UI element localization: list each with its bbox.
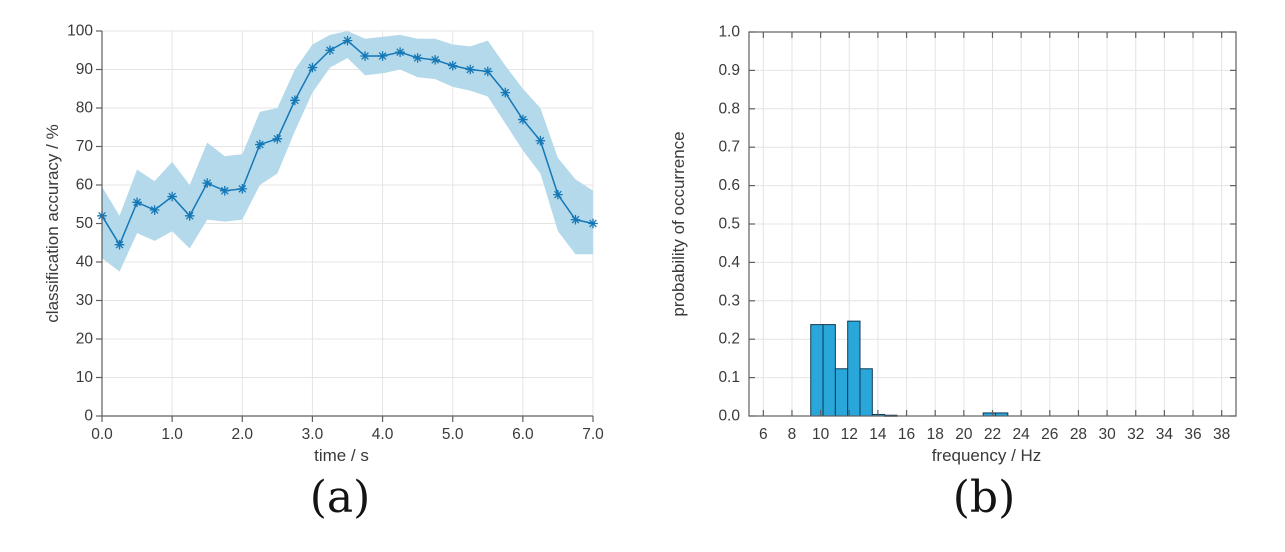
data-point-marker <box>237 184 248 194</box>
tick-label: 0.6 <box>718 177 740 194</box>
data-point-marker <box>377 51 388 61</box>
tick-label: 90 <box>76 61 94 78</box>
histogram-bar <box>834 368 849 417</box>
data-point-marker <box>272 134 283 144</box>
tick-label: 0.2 <box>718 331 740 348</box>
tick-label: 0.4 <box>718 254 740 271</box>
data-point-marker <box>114 239 125 250</box>
x-axis-label: time / s <box>314 446 369 465</box>
tick-label: 0 <box>84 408 93 425</box>
plot-b-frequency-histogram: 6 8 10 12 14 16 18 20 22 24 26 28 30 32 34 36 38 0.0 0.1 0.… <box>669 24 1237 465</box>
data-point-marker <box>167 191 177 202</box>
tick-label: 14 <box>869 426 887 443</box>
tick-label: 3.0 <box>302 426 324 443</box>
data-point-marker <box>325 45 335 56</box>
tick-label: 16 <box>898 426 915 443</box>
histogram-bar <box>810 324 824 417</box>
tick-label: 18 <box>927 426 944 443</box>
data-point-marker <box>202 178 213 188</box>
caption-b: (b) <box>952 472 1016 523</box>
tick-label: 6 <box>759 426 768 443</box>
tick-label: 10 <box>76 369 94 386</box>
tick-label: 0.5 <box>718 216 740 233</box>
tick-label: 60 <box>76 177 94 194</box>
data-point-marker <box>360 51 370 61</box>
tick-label: 0.0 <box>91 426 113 443</box>
x-axis-label: frequency / Hz <box>932 446 1042 465</box>
data-point-marker <box>255 139 265 150</box>
data-point-marker <box>588 218 598 229</box>
data-point-marker <box>553 189 563 200</box>
tick-label: 0.1 <box>718 369 740 386</box>
tick-label: 30 <box>1098 426 1116 443</box>
tick-label: 8 <box>788 426 797 443</box>
y-axis-label: probability of occurrence <box>669 131 688 316</box>
tick-label: 28 <box>1070 426 1087 443</box>
histogram-bar <box>859 368 873 417</box>
tick-label: 1.0 <box>161 426 183 443</box>
data-point-marker <box>149 205 160 215</box>
tick-label: 5.0 <box>442 426 464 443</box>
tick-label: 0.9 <box>718 62 740 79</box>
tick-label: 100 <box>67 23 93 40</box>
y-axis-label: classification accuracy / % <box>43 124 62 322</box>
data-point-marker <box>430 55 440 65</box>
tick-label: 0.7 <box>718 139 740 156</box>
tick-label: 70 <box>76 138 94 155</box>
data-point-marker <box>500 87 511 98</box>
histogram-bar <box>822 324 836 417</box>
data-point-marker <box>184 211 195 221</box>
tick-label: 10 <box>812 426 830 443</box>
tick-label: 32 <box>1127 426 1144 443</box>
tick-label: 80 <box>76 100 94 117</box>
tick-label: 12 <box>841 426 858 443</box>
tick-label: 20 <box>955 426 973 443</box>
tick-label: 0.3 <box>718 292 740 309</box>
histogram-bar <box>847 320 861 417</box>
tick-label: 2.0 <box>232 426 254 443</box>
data-point-marker <box>307 62 318 73</box>
tick-label: 36 <box>1184 426 1201 443</box>
tick-label: 20 <box>76 331 94 348</box>
plots-svg: 0.0 1.0 2.0 3.0 4.0 5.0 6.0 7.0 0 10 20 30 40 50 60 70 8… <box>43 23 1237 466</box>
tick-label: 38 <box>1213 426 1230 443</box>
data-point-marker <box>132 197 142 208</box>
data-point-marker <box>290 95 300 106</box>
data-point-marker <box>342 35 353 46</box>
tick-label: 26 <box>1041 426 1058 443</box>
data-point-marker <box>465 64 476 75</box>
data-point-marker <box>482 66 493 77</box>
tick-label: 4.0 <box>372 426 394 443</box>
tick-label: 1.0 <box>718 24 740 41</box>
tick-label: 22 <box>984 426 1001 443</box>
tick-label: 6.0 <box>512 426 534 443</box>
tick-label: 34 <box>1156 426 1174 443</box>
tick-label: 24 <box>1013 426 1031 443</box>
data-point-marker <box>518 114 528 125</box>
data-point-marker <box>535 135 546 146</box>
tick-label: 7.0 <box>582 426 604 443</box>
tick-label: 40 <box>76 254 94 271</box>
data-point-marker <box>447 60 458 71</box>
tick-label: 30 <box>76 292 94 309</box>
confidence-band <box>102 31 593 272</box>
caption-a: (a) <box>309 472 371 523</box>
data-point-marker <box>412 53 423 63</box>
data-point-marker <box>570 214 581 225</box>
tick-label: 0.0 <box>718 408 740 425</box>
data-point-marker <box>395 47 405 57</box>
tick-label: 0.8 <box>718 100 740 117</box>
data-point-marker <box>219 185 230 196</box>
plot-a-accuracy-line-chart: 0.0 1.0 2.0 3.0 4.0 5.0 6.0 7.0 0 10 20 30 40 50 60 70 8… <box>43 23 604 466</box>
tick-label: 50 <box>76 215 94 232</box>
